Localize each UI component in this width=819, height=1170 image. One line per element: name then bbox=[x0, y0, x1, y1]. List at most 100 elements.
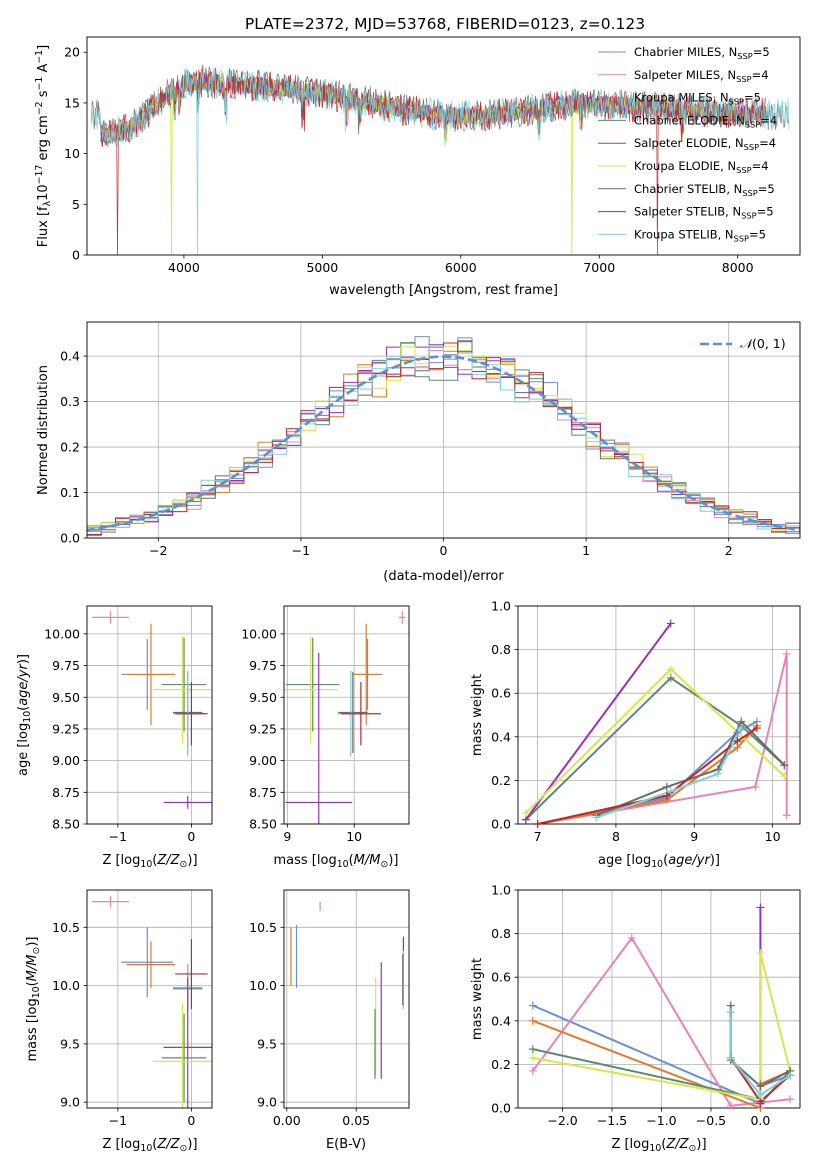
y-axis-label: Normed distribution bbox=[36, 365, 51, 495]
y-tick-label: 10 bbox=[64, 146, 80, 161]
x-tick-label: 8 bbox=[612, 829, 620, 844]
y-tick-label: 10.5 bbox=[249, 920, 277, 935]
y-tick-label: 0.0 bbox=[491, 1101, 511, 1116]
weight-marker bbox=[662, 782, 671, 791]
x-axis-label: age [log10(age/yr)] bbox=[598, 853, 720, 870]
plot-area-weight_vs_age bbox=[524, 622, 788, 824]
normal-curve bbox=[87, 355, 800, 532]
y-tick-label: 0.8 bbox=[491, 642, 511, 657]
y-tick-label: 0.4 bbox=[491, 729, 511, 744]
weight-marker bbox=[780, 761, 789, 770]
y-tick-label: 0 bbox=[72, 248, 80, 263]
y-tick-label: 5 bbox=[72, 197, 80, 212]
y-tick-label: 0.4 bbox=[491, 1013, 511, 1028]
axes-frame bbox=[86, 321, 801, 539]
x-tick-label: 10 bbox=[346, 829, 362, 844]
x-tick-label: 2 bbox=[725, 543, 733, 558]
weight-marker bbox=[528, 1045, 537, 1054]
weight-marker bbox=[533, 820, 542, 828]
weight-line bbox=[537, 727, 758, 824]
x-tick-label: 9 bbox=[690, 829, 698, 844]
histogram-step bbox=[87, 346, 800, 533]
x-tick-label: −0.5 bbox=[696, 1113, 726, 1128]
y-tick-label: 9.00 bbox=[52, 753, 80, 768]
weight-marker bbox=[733, 728, 742, 737]
y-tick-label: 9.5 bbox=[257, 1036, 277, 1051]
y-tick-label: 8.50 bbox=[249, 817, 277, 832]
weight-marker bbox=[782, 811, 791, 820]
y-tick-label: 9.50 bbox=[52, 690, 80, 705]
x-axis-label: E(B-V) bbox=[326, 1137, 366, 1152]
x-axis-label: wavelength [Angstrom, rest frame] bbox=[329, 283, 558, 298]
y-axis-label: mass weight bbox=[470, 958, 485, 1040]
weight-marker bbox=[528, 1016, 537, 1025]
x-tick-label: 10 bbox=[765, 829, 781, 844]
axes-spectrum: 4000 5000 6000 7000 8000 0 5 10 15 20 wavelength [… bbox=[34, 36, 801, 298]
grid-age_vs_z bbox=[87, 606, 212, 825]
weight-marker bbox=[756, 949, 765, 958]
y-tick-label: 0.0 bbox=[60, 531, 80, 546]
plot-area-mass_vs_ebv bbox=[290, 901, 405, 1079]
x-tick-label: −1 bbox=[109, 829, 127, 844]
x-tick-label: −1.5 bbox=[597, 1113, 627, 1128]
x-tick-label: 0.0 bbox=[750, 1113, 770, 1128]
grid-mass_vs_z bbox=[87, 890, 212, 1108]
weight-line bbox=[537, 653, 788, 824]
x-tick-label: −1.0 bbox=[646, 1113, 676, 1128]
legend-label: Chabrier STELIB, NSSP=5 bbox=[634, 182, 775, 198]
axes-age_vs_z: −1 0 8.50 8.75 9.00 9.25 9.50 9.75 10.00 Z [log10… bbox=[16, 605, 213, 870]
x-tick-label: 0 bbox=[187, 829, 195, 844]
y-tick-label: 0.3 bbox=[60, 394, 80, 409]
weight-marker bbox=[662, 791, 671, 800]
y-tick-label: 9.5 bbox=[60, 1036, 80, 1051]
legend-label: Kroupa STELIB, NSSP=5 bbox=[634, 227, 766, 243]
y-tick-label: 9.25 bbox=[249, 721, 277, 736]
weight-marker bbox=[786, 1071, 795, 1080]
weight-line bbox=[595, 727, 743, 819]
y-tick-label: 8.75 bbox=[249, 785, 277, 800]
axes-frame bbox=[283, 889, 410, 1109]
weight-marker bbox=[726, 1101, 735, 1110]
axes-frame bbox=[517, 605, 801, 825]
weight-marker bbox=[627, 933, 636, 942]
weight-marker bbox=[756, 903, 765, 912]
x-tick-label: 0.00 bbox=[273, 1113, 301, 1128]
y-axis-label: age [log10(age/yr)] bbox=[16, 654, 33, 776]
x-axis-label: (data-model)/error bbox=[383, 569, 504, 584]
weight-marker bbox=[726, 1053, 735, 1062]
weight-marker bbox=[752, 724, 761, 733]
weight-marker bbox=[733, 737, 742, 746]
axes-mass_vs_z: −1 0 9.0 9.5 10.0 10.5 Z [log10(Z/Z⊙)] mass [lo… bbox=[25, 889, 213, 1154]
y-tick-label: 10.0 bbox=[52, 978, 80, 993]
x-tick-label: −1 bbox=[109, 1113, 127, 1128]
axes-frame bbox=[283, 605, 410, 825]
y-tick-label: 0.2 bbox=[60, 440, 80, 455]
spectrum-line bbox=[90, 66, 790, 255]
legend: 𝒩(0, 1) bbox=[700, 336, 786, 351]
weight-marker bbox=[666, 673, 675, 682]
plot-area-age_vs_z bbox=[92, 611, 212, 809]
x-tick-label: 0.05 bbox=[342, 1113, 370, 1128]
grid-age_vs_mass bbox=[284, 606, 409, 825]
legend-label: Salpeter ELODIE, NSSP=4 bbox=[634, 136, 776, 152]
x-tick-label: 9 bbox=[283, 829, 291, 844]
axes-weight_vs_z: −2.0 −1.5 −1.0 −0.5 0.0 0.0 0.2 0.4 0.6 0.8 1.0 Z [… bbox=[470, 883, 801, 1154]
figure-title: PLATE=2372, MJD=53768, FIBERID=0123, z=0… bbox=[245, 15, 645, 33]
y-tick-label: 0.8 bbox=[491, 926, 511, 941]
x-axis-label: mass [log10(M/M⊙)] bbox=[274, 853, 399, 870]
axes-mass_vs_ebv: 0.00 0.05 9.0 9.5 10.0 10.5 E(B-V) bbox=[249, 889, 410, 1152]
weight-marker bbox=[521, 809, 530, 818]
axes-residuals: −2 −1 0 1 2 0.0 0.1 0.2 0.3 0.4 (data-model)/error… bbox=[36, 321, 801, 584]
weight-marker bbox=[726, 1008, 735, 1017]
x-tick-label: 8000 bbox=[722, 260, 754, 275]
legend-label: Kroupa ELODIE, NSSP=4 bbox=[634, 159, 769, 175]
weight-marker bbox=[528, 1001, 537, 1010]
y-axis-label: mass weight bbox=[470, 674, 485, 756]
y-tick-label: 0.2 bbox=[491, 773, 511, 788]
y-tick-label: 0.2 bbox=[491, 1057, 511, 1072]
y-tick-label: 8.75 bbox=[52, 785, 80, 800]
legend-label: Salpeter STELIB, NSSP=5 bbox=[634, 205, 774, 221]
x-axis-label: Z [log10(Z/Z⊙)] bbox=[102, 1137, 197, 1154]
weight-marker bbox=[737, 724, 746, 733]
